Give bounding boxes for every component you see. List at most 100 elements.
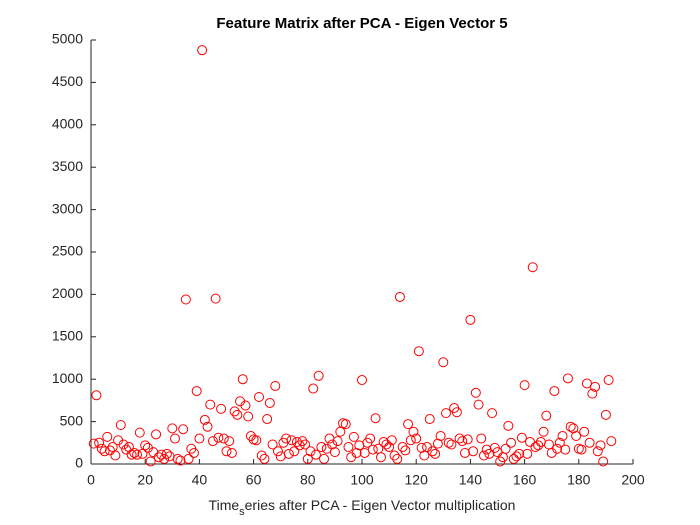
x-tick-label: 160 [513, 472, 537, 488]
x-tick-label: 140 [459, 472, 483, 488]
point [487, 408, 498, 419]
point [161, 448, 172, 459]
point [348, 431, 359, 442]
point [541, 410, 552, 421]
point [123, 442, 134, 453]
y-tick-label: 5000 [52, 31, 83, 47]
point [237, 374, 248, 385]
point [302, 453, 313, 464]
point [243, 411, 254, 422]
point [400, 445, 411, 456]
point [254, 392, 265, 403]
point [262, 414, 273, 425]
y-tick-label: 1000 [52, 370, 83, 386]
point [451, 407, 462, 418]
point [408, 426, 419, 437]
point [397, 442, 408, 453]
point [394, 291, 405, 302]
y-tick-label: 0 [75, 455, 83, 471]
point [459, 447, 470, 458]
point [145, 456, 156, 467]
point [403, 419, 414, 430]
point [183, 453, 194, 464]
y-tick-label: 2000 [52, 285, 83, 301]
point [226, 447, 237, 458]
point [324, 433, 335, 444]
point [598, 456, 609, 467]
x-label-part: Time [209, 497, 240, 513]
point [367, 444, 378, 455]
point [134, 427, 145, 438]
point [221, 446, 232, 457]
point [164, 451, 175, 462]
point [552, 443, 563, 454]
point [180, 294, 191, 305]
point [170, 433, 181, 444]
point [310, 449, 321, 460]
point [118, 439, 129, 450]
chart-title: Feature Matrix after PCA - Eigen Vector … [216, 15, 507, 32]
x-tick-label: 120 [405, 472, 429, 488]
point [224, 436, 235, 447]
point [218, 433, 229, 444]
point [300, 439, 311, 450]
point [579, 426, 590, 437]
point [137, 448, 148, 459]
point [289, 446, 300, 457]
x-tick-label: 180 [567, 472, 591, 488]
point [178, 424, 189, 435]
point [281, 433, 292, 444]
point [191, 386, 202, 397]
point [96, 443, 107, 454]
point [592, 446, 603, 457]
point [519, 380, 530, 391]
point [438, 357, 449, 368]
x-tick-label: 40 [192, 472, 208, 488]
point [514, 448, 525, 459]
point [533, 440, 544, 451]
x-axis-label: Timeseries after PCA - Eigen Vector mult… [209, 497, 516, 518]
point [354, 440, 365, 451]
point [159, 453, 170, 464]
y-tick-label: 1500 [52, 328, 83, 344]
point [576, 444, 587, 455]
x-label-subscript: s [239, 506, 245, 518]
point [378, 436, 389, 447]
point [543, 439, 554, 450]
point [267, 439, 278, 450]
point [392, 453, 403, 464]
point [88, 438, 99, 449]
point [272, 446, 283, 457]
point [132, 449, 143, 460]
point [194, 433, 205, 444]
point [468, 446, 479, 457]
point [335, 426, 346, 437]
point [240, 400, 251, 411]
point [94, 437, 105, 448]
point [584, 437, 595, 448]
point [435, 431, 446, 442]
point [557, 431, 568, 442]
y-tick-label: 500 [60, 412, 84, 428]
point [308, 383, 319, 394]
point [188, 447, 199, 458]
point [213, 432, 224, 443]
point [603, 375, 614, 386]
point [357, 375, 367, 386]
point [205, 399, 216, 410]
point [140, 440, 151, 451]
point [207, 436, 218, 447]
point [405, 435, 416, 446]
point [386, 435, 397, 446]
point [343, 442, 354, 453]
point [506, 437, 517, 448]
point [538, 426, 549, 437]
point [104, 445, 115, 456]
point [595, 440, 606, 451]
point [522, 448, 533, 459]
point [232, 409, 243, 420]
point [210, 293, 221, 304]
point [319, 453, 330, 464]
point [606, 436, 617, 447]
